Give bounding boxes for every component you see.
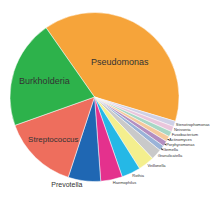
svg-text:Pseudomonas: Pseudomonas [91, 57, 149, 67]
svg-text:Rothia: Rothia [132, 173, 144, 178]
svg-text:Streptococcus: Streptococcus [28, 135, 78, 144]
svg-text:Burkholderia: Burkholderia [19, 76, 70, 86]
svg-text:Fusobacterium: Fusobacterium [172, 132, 199, 137]
svg-text:Neisseria: Neisseria [174, 127, 191, 132]
svg-text:Stenotrophomonas: Stenotrophomonas [176, 122, 210, 127]
svg-text:Veillonella: Veillonella [148, 163, 167, 168]
svg-text:Prevotella: Prevotella [51, 181, 82, 188]
svg-text:Haemophilus: Haemophilus [113, 180, 136, 185]
svg-text:Porphyromonas: Porphyromonas [166, 142, 194, 147]
svg-text:Gemella: Gemella [163, 147, 179, 152]
svg-text:Actinomyces: Actinomyces [169, 137, 192, 142]
svg-text:Granulicatella: Granulicatella [158, 153, 183, 158]
